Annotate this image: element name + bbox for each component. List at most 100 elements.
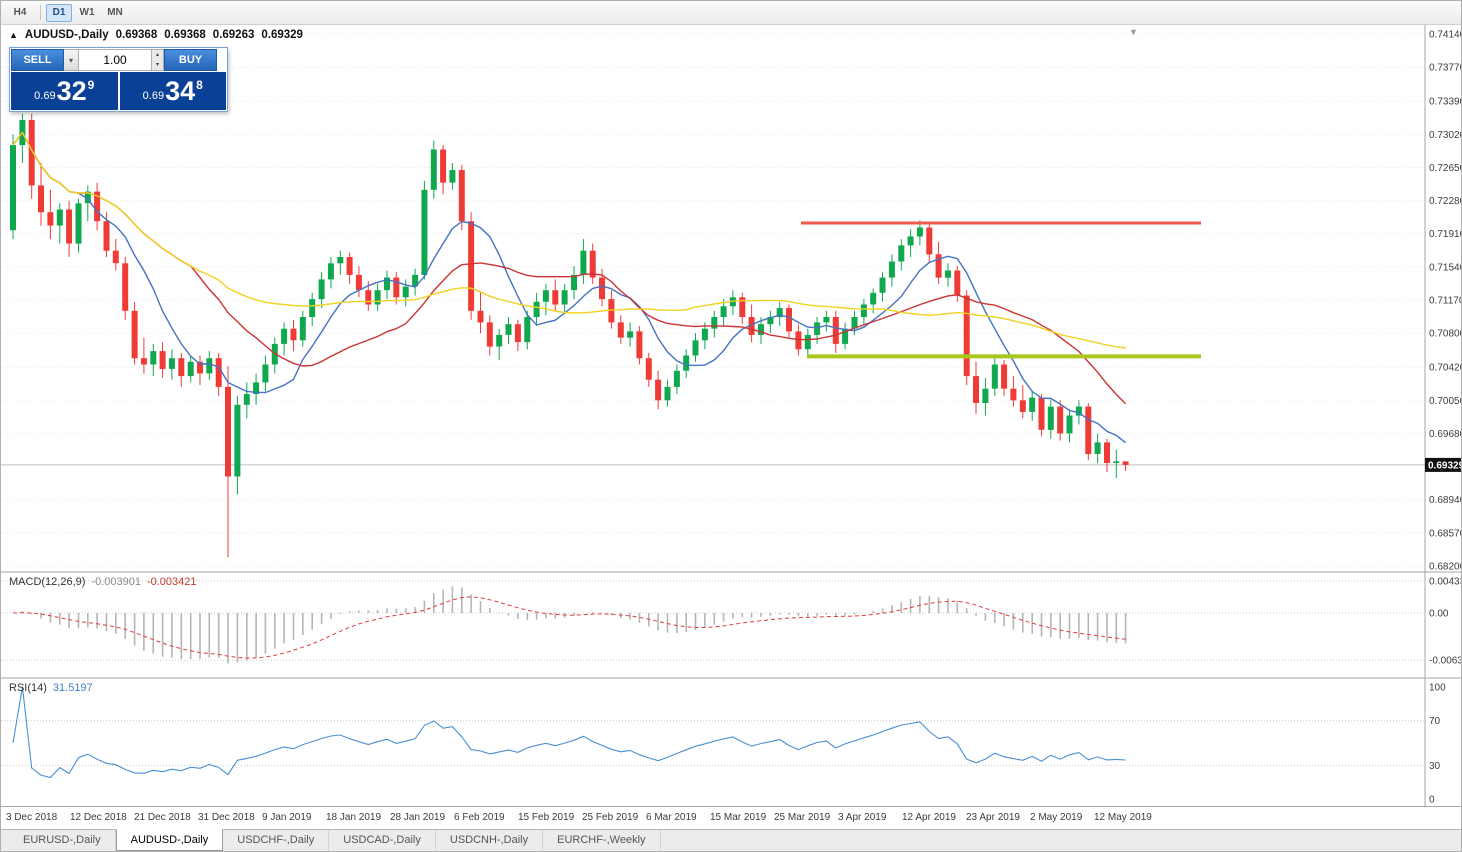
date-label: 31 Dec 2018 bbox=[198, 812, 255, 823]
chart-svg-wrap[interactable]: 0.74140 0.73770 0.73390 0.73020 0.72650 0.722… bbox=[1, 25, 1462, 807]
date-label: 3 Apr 2019 bbox=[838, 812, 887, 823]
date-label: 12 Dec 2018 bbox=[70, 812, 127, 823]
date-label: 21 Dec 2018 bbox=[134, 812, 191, 823]
chart-area[interactable]: 0.74140 0.73770 0.73390 0.73020 0.72650 0.722… bbox=[1, 25, 1462, 807]
rsi-axis-label: 70 bbox=[1429, 716, 1441, 727]
chart-tab-eurchf[interactable]: EURCHF-,Weekly bbox=[543, 830, 661, 851]
price-axis-label: 0.71170 bbox=[1429, 296, 1462, 307]
date-label: 2 May 2019 bbox=[1030, 812, 1083, 823]
candles-layer[interactable] bbox=[10, 113, 1129, 558]
price-axis-label: 0.73770 bbox=[1429, 63, 1462, 74]
macd-signal-line bbox=[12, 596, 1126, 659]
sell-price-big: 32 bbox=[56, 76, 87, 106]
date-label: 28 Jan 2019 bbox=[390, 812, 446, 823]
macd-signal-value: -0.003421 bbox=[146, 576, 197, 588]
price-axis-label: 0.71910 bbox=[1429, 229, 1462, 240]
toolbar-separator bbox=[40, 5, 41, 20]
bid-price-badge bbox=[1425, 457, 1461, 472]
date-axis[interactable]: 3 Dec 2018 12 Dec 2018 21 Dec 2018 31 Dec 2… bbox=[1, 807, 1461, 831]
ma-50-line[interactable] bbox=[12, 131, 1126, 349]
rsi-label-row: RSI(14) 31.5197 bbox=[9, 682, 93, 694]
price-axis-label: 0.72280 bbox=[1429, 196, 1462, 207]
price-axis-label: 0.69680 bbox=[1429, 429, 1462, 440]
price-axis-label: 0.74140 bbox=[1429, 30, 1462, 41]
macd-histogram bbox=[21, 586, 1127, 664]
ma-20-line[interactable] bbox=[12, 131, 1127, 405]
quote-row: 0.69 32 9 0.69 34 8 bbox=[11, 72, 226, 110]
rsi-axis-label: 0 bbox=[1429, 795, 1435, 806]
macd-label-row: MACD(12,26,9) -0.003901 -0.003421 bbox=[9, 576, 197, 588]
price-axis-label: 0.68940 bbox=[1429, 495, 1462, 506]
timeframe-button-h4[interactable]: H4 bbox=[13, 6, 27, 18]
candlestick-chart[interactable]: 0.74140 0.73770 0.73390 0.73020 0.72650 0.722… bbox=[1, 25, 1462, 807]
buy-price-small: 0.69 bbox=[142, 89, 165, 102]
sell-price-small: 0.69 bbox=[34, 89, 56, 102]
buy-button[interactable]: BUY bbox=[164, 49, 217, 71]
sell-price-sup: 9 bbox=[87, 78, 95, 92]
ohlc-low: 0.69263 bbox=[212, 29, 255, 41]
date-label: 12 May 2019 bbox=[1094, 812, 1152, 823]
price-axis-label: 0.71540 bbox=[1429, 262, 1462, 273]
price-axis-label: 0.70420 bbox=[1429, 363, 1462, 374]
timeframe-button-d1[interactable]: D1 bbox=[46, 3, 72, 22]
chevron-down-icon: ▾ bbox=[68, 55, 73, 65]
price-axis-label: 0.70800 bbox=[1429, 329, 1462, 340]
date-label: 25 Feb 2019 bbox=[582, 812, 639, 823]
buy-price-sup: 8 bbox=[196, 78, 203, 92]
date-label: 9 Jan 2019 bbox=[262, 812, 312, 823]
price-axis-label: 0.72650 bbox=[1429, 163, 1462, 174]
date-label: 3 Dec 2018 bbox=[6, 812, 58, 823]
toolbar: H4 D1 W1 MN bbox=[1, 1, 1461, 25]
sell-quote[interactable]: 0.69 32 9 bbox=[11, 72, 118, 110]
sell-button[interactable]: SELL bbox=[11, 49, 64, 71]
date-label: 6 Mar 2019 bbox=[646, 812, 697, 823]
macd-axis-label: 0.004331 bbox=[1429, 576, 1462, 587]
chart-tab-audusd[interactable]: AUDUSD-,Daily bbox=[115, 829, 224, 851]
macd-main-value: -0.003901 bbox=[91, 576, 141, 588]
macd-axis-label: -0.006373 bbox=[1429, 656, 1462, 667]
chart-tab-bar: EURUSD-,Daily AUDUSD-,Daily USDCHF-,Daily U… bbox=[1, 829, 1461, 851]
rsi-line bbox=[12, 686, 1126, 779]
chart-tab-eurusd[interactable]: EURUSD-,Daily bbox=[9, 830, 116, 851]
rsi-name: RSI(14) bbox=[9, 682, 47, 694]
one-click-collapse-icon[interactable]: ▲ bbox=[9, 30, 18, 40]
price-axis-label: 0.68200 bbox=[1429, 562, 1462, 573]
price-axis-label: 0.70050 bbox=[1429, 396, 1462, 407]
ohlc-high: 0.69368 bbox=[164, 29, 206, 41]
timeframe-group: H4 D1 W1 MN bbox=[7, 3, 130, 22]
ma-8-line[interactable] bbox=[12, 131, 1127, 444]
rsi-axis-label: 100 bbox=[1429, 683, 1446, 694]
price-axis-label: 0.68570 bbox=[1429, 528, 1462, 539]
macd-name: MACD(12,26,9) bbox=[9, 576, 86, 588]
chart-tab-usdcnh[interactable]: USDCNH-,Daily bbox=[436, 830, 544, 851]
timeframe-button-mn[interactable]: MN bbox=[107, 6, 123, 18]
chart-tab-usdchf[interactable]: USDCHF-,Daily bbox=[223, 830, 330, 851]
bid-price-text: 0.69329 bbox=[1428, 460, 1462, 471]
volume-input[interactable] bbox=[79, 49, 151, 71]
one-click-trading-panel: SELL ▾ ▴ ▾ BUY 0.69 32 9 0.69 34 8 bbox=[9, 47, 228, 112]
spin-up-icon[interactable]: ▴ bbox=[155, 52, 159, 58]
chart-shift-icon[interactable]: ▼ bbox=[1129, 27, 1138, 37]
chart-tab-usdcad[interactable]: USDCAD-,Daily bbox=[329, 830, 436, 851]
buy-price-big: 34 bbox=[165, 76, 196, 106]
date-label: 25 Mar 2019 bbox=[774, 812, 831, 823]
volume-dropdown-button[interactable]: ▾ bbox=[64, 49, 79, 71]
ohlc-close: 0.69329 bbox=[261, 29, 303, 41]
date-label: 12 Apr 2019 bbox=[902, 812, 956, 823]
date-label: 15 Feb 2019 bbox=[518, 812, 575, 823]
volume-spinner[interactable]: ▴ ▾ bbox=[151, 49, 164, 71]
rsi-axis-label: 30 bbox=[1429, 761, 1441, 772]
spin-down-icon[interactable]: ▾ bbox=[155, 62, 159, 68]
ohlc-open: 0.69368 bbox=[115, 29, 158, 41]
macd-axis-label: 0.00 bbox=[1429, 609, 1449, 620]
date-label: 6 Feb 2019 bbox=[454, 812, 505, 823]
date-label: 23 Apr 2019 bbox=[966, 812, 1020, 823]
date-label: 18 Jan 2019 bbox=[326, 812, 382, 823]
price-axis-label: 0.73020 bbox=[1429, 130, 1462, 141]
date-label: 15 Mar 2019 bbox=[710, 812, 767, 823]
chart-symbol: AUDUSD-,Daily bbox=[24, 29, 109, 41]
timeframe-button-w1[interactable]: W1 bbox=[79, 6, 95, 18]
trade-controls-row: SELL ▾ ▴ ▾ BUY bbox=[11, 49, 226, 71]
buy-quote[interactable]: 0.69 34 8 bbox=[119, 72, 226, 110]
